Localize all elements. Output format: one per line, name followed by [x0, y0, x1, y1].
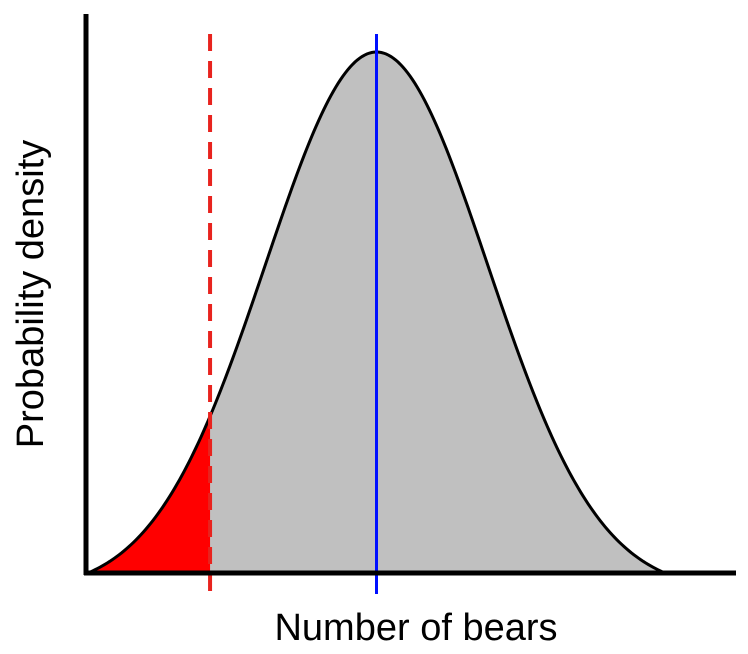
- lower-tail-area: [88, 416, 211, 573]
- y-axis-label: Probability density: [10, 140, 52, 448]
- x-axis-label: Number of bears: [274, 607, 557, 649]
